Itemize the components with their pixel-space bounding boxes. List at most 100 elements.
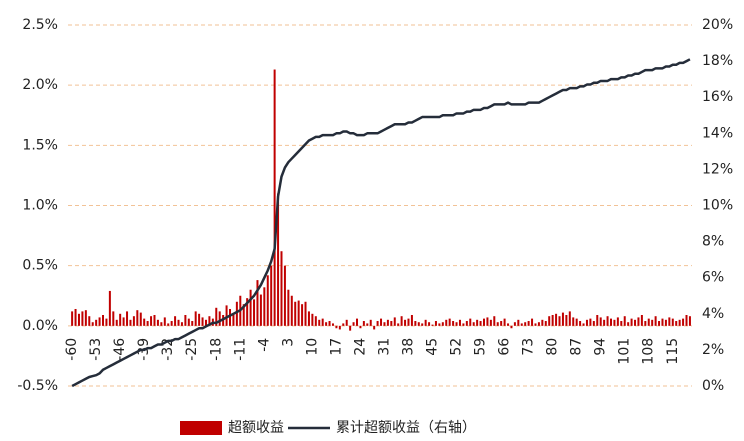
bar: [342, 323, 345, 326]
bar: [331, 323, 334, 326]
bar: [534, 323, 537, 326]
bar: [483, 318, 485, 326]
bar: [503, 318, 506, 326]
bar: [616, 317, 619, 326]
bar: [328, 321, 331, 326]
bar: [548, 316, 551, 326]
bar: [438, 323, 441, 326]
bar: [524, 322, 527, 326]
bar: [592, 321, 595, 326]
bar: [301, 304, 304, 326]
x-tick-label: -60: [64, 338, 80, 361]
bar: [174, 316, 177, 326]
y2-tick-label: 12%: [702, 161, 733, 177]
bar: [273, 69, 276, 326]
bar: [465, 321, 468, 326]
bar: [366, 323, 369, 326]
bar: [71, 311, 74, 326]
bar: [359, 325, 362, 329]
y-tick-label: 1.5%: [22, 137, 58, 153]
bar: [194, 311, 197, 326]
bar: [263, 287, 266, 326]
bar: [658, 321, 661, 326]
bar: [517, 319, 520, 326]
bar: [404, 319, 407, 326]
bar: [266, 275, 269, 326]
bar: [551, 315, 554, 326]
bar: [386, 319, 389, 326]
bar: [139, 312, 142, 326]
bar: [290, 295, 293, 326]
bar: [513, 322, 516, 326]
bar: [531, 318, 534, 326]
bar: [431, 324, 434, 326]
bar: [390, 321, 393, 326]
bar: [345, 319, 348, 326]
x-tick-label: 38: [400, 338, 416, 356]
bar: [668, 317, 671, 326]
bar: [609, 318, 612, 326]
bar: [664, 319, 667, 326]
bar: [400, 316, 403, 326]
bar: [338, 325, 341, 330]
bar: [627, 322, 630, 326]
bar: [112, 311, 115, 326]
bar: [486, 317, 489, 326]
bar: [500, 321, 503, 326]
bar: [682, 318, 685, 326]
x-tick-label: -4: [256, 338, 272, 352]
bar: [335, 325, 338, 329]
line: [71, 58, 691, 388]
bar: [270, 265, 273, 326]
bar: [469, 318, 472, 326]
bar: [678, 319, 681, 326]
legend-label: 累计超额收益（右轴）: [336, 420, 476, 436]
bar: [555, 313, 558, 326]
bar: [201, 317, 204, 326]
bar: [654, 316, 657, 326]
x-tick-label: 59: [473, 338, 489, 356]
bar: [445, 319, 448, 326]
bar: [362, 321, 365, 326]
x-tick-label: 108: [641, 338, 657, 365]
bar: [304, 301, 307, 326]
bar: [163, 317, 166, 326]
bar: [191, 321, 194, 326]
bar: [448, 318, 451, 326]
bar: [153, 315, 156, 326]
x-tick-label: 94: [593, 338, 609, 356]
bar: [242, 304, 245, 326]
bar: [585, 319, 588, 326]
x-tick-label: 115: [665, 338, 681, 365]
bar: [417, 322, 420, 326]
bar: [136, 310, 139, 326]
y-tick-label: 2.0%: [22, 77, 58, 93]
bar: [225, 305, 228, 326]
y2-tick-label: 4%: [702, 306, 724, 322]
bar: [544, 321, 547, 326]
bar: [349, 325, 352, 331]
bar: [249, 289, 252, 326]
bar: [167, 323, 170, 326]
bar: [596, 315, 599, 326]
bar: [232, 313, 235, 326]
bar: [98, 317, 101, 326]
bar: [421, 323, 424, 326]
bar: [235, 301, 238, 326]
bar: [565, 315, 568, 326]
y2-tick-label: 8%: [702, 234, 724, 250]
x-tick-label: 66: [497, 338, 513, 356]
bar: [537, 322, 540, 326]
y-tick-label: 1.0%: [22, 198, 58, 214]
bar: [472, 322, 475, 326]
y2-tick-label: 2%: [702, 342, 724, 358]
bar: [287, 289, 290, 326]
bar: [283, 265, 286, 326]
bar: [462, 323, 465, 326]
bar: [397, 323, 400, 326]
bar: [105, 318, 108, 326]
bar: [647, 318, 650, 326]
bar: [582, 323, 585, 326]
bar: [74, 308, 77, 326]
bar: [204, 319, 207, 326]
